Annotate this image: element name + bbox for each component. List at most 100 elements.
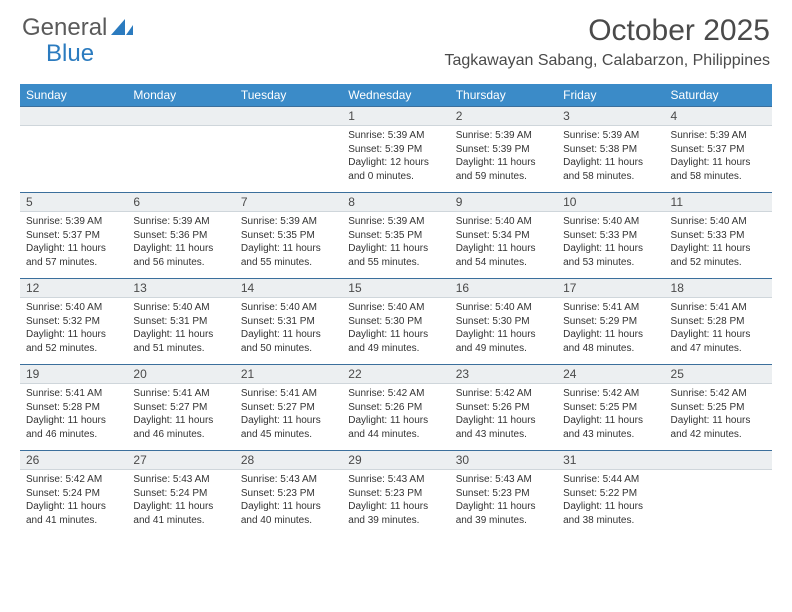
sunset-line: Sunset: 5:27 PM — [133, 401, 228, 415]
day-number: 18 — [665, 278, 772, 298]
calendar-cell: 9Sunrise: 5:40 AMSunset: 5:34 PMDaylight… — [450, 192, 557, 278]
sunrise-line: Sunrise: 5:39 AM — [26, 215, 121, 229]
day-body: Sunrise: 5:40 AMSunset: 5:30 PMDaylight:… — [450, 298, 557, 359]
day-body: Sunrise: 5:40 AMSunset: 5:33 PMDaylight:… — [557, 212, 664, 273]
day-number: 23 — [450, 364, 557, 384]
daylight-line-2: and 41 minutes. — [133, 514, 228, 528]
calendar-cell: 28Sunrise: 5:43 AMSunset: 5:23 PMDayligh… — [235, 450, 342, 536]
calendar-cell — [127, 106, 234, 192]
sunrise-line: Sunrise: 5:40 AM — [348, 301, 443, 315]
daylight-line-2: and 50 minutes. — [241, 342, 336, 356]
calendar-cell — [235, 106, 342, 192]
sunrise-line: Sunrise: 5:41 AM — [563, 301, 658, 315]
sunrise-line: Sunrise: 5:43 AM — [456, 473, 551, 487]
sunrise-line: Sunrise: 5:41 AM — [241, 387, 336, 401]
daylight-line-1: Daylight: 11 hours — [671, 414, 766, 428]
day-body: Sunrise: 5:39 AMSunset: 5:37 PMDaylight:… — [665, 126, 772, 187]
sunrise-line: Sunrise: 5:39 AM — [456, 129, 551, 143]
sunrise-line: Sunrise: 5:40 AM — [456, 215, 551, 229]
day-body: Sunrise: 5:40 AMSunset: 5:31 PMDaylight:… — [127, 298, 234, 359]
sunrise-line: Sunrise: 5:42 AM — [563, 387, 658, 401]
daylight-line-1: Daylight: 11 hours — [26, 414, 121, 428]
calendar-cell: 27Sunrise: 5:43 AMSunset: 5:24 PMDayligh… — [127, 450, 234, 536]
daylight-line-2: and 52 minutes. — [26, 342, 121, 356]
day-body: Sunrise: 5:42 AMSunset: 5:26 PMDaylight:… — [450, 384, 557, 445]
daylight-line-1: Daylight: 11 hours — [348, 242, 443, 256]
daylight-line-1: Daylight: 11 hours — [133, 414, 228, 428]
day-body: Sunrise: 5:43 AMSunset: 5:24 PMDaylight:… — [127, 470, 234, 531]
calendar-cell: 20Sunrise: 5:41 AMSunset: 5:27 PMDayligh… — [127, 364, 234, 450]
calendar-cell: 23Sunrise: 5:42 AMSunset: 5:26 PMDayligh… — [450, 364, 557, 450]
day-number — [235, 106, 342, 126]
sunrise-line: Sunrise: 5:39 AM — [133, 215, 228, 229]
sunset-line: Sunset: 5:28 PM — [671, 315, 766, 329]
day-number: 12 — [20, 278, 127, 298]
location-subtitle: Tagkawayan Sabang, Calabarzon, Philippin… — [444, 52, 770, 70]
calendar-row: 19Sunrise: 5:41 AMSunset: 5:28 PMDayligh… — [20, 364, 772, 450]
calendar-cell: 1Sunrise: 5:39 AMSunset: 5:39 PMDaylight… — [342, 106, 449, 192]
daylight-line-2: and 46 minutes. — [26, 428, 121, 442]
calendar-cell: 6Sunrise: 5:39 AMSunset: 5:36 PMDaylight… — [127, 192, 234, 278]
sunset-line: Sunset: 5:37 PM — [26, 229, 121, 243]
daylight-line-2: and 46 minutes. — [133, 428, 228, 442]
daylight-line-1: Daylight: 11 hours — [133, 500, 228, 514]
day-number: 27 — [127, 450, 234, 470]
day-body: Sunrise: 5:41 AMSunset: 5:28 PMDaylight:… — [665, 298, 772, 359]
day-number: 22 — [342, 364, 449, 384]
sunset-line: Sunset: 5:26 PM — [456, 401, 551, 415]
day-number: 16 — [450, 278, 557, 298]
daylight-line-1: Daylight: 11 hours — [456, 156, 551, 170]
day-body: Sunrise: 5:39 AMSunset: 5:35 PMDaylight:… — [342, 212, 449, 273]
sunrise-line: Sunrise: 5:42 AM — [456, 387, 551, 401]
weekday-header: Saturday — [665, 84, 772, 106]
daylight-line-1: Daylight: 11 hours — [563, 156, 658, 170]
daylight-line-2: and 41 minutes. — [26, 514, 121, 528]
page-title: October 2025 — [444, 14, 770, 48]
daylight-line-1: Daylight: 11 hours — [671, 156, 766, 170]
daylight-line-2: and 51 minutes. — [133, 342, 228, 356]
sunset-line: Sunset: 5:39 PM — [456, 143, 551, 157]
weekday-header: Tuesday — [235, 84, 342, 106]
day-number: 20 — [127, 364, 234, 384]
day-number: 21 — [235, 364, 342, 384]
sunset-line: Sunset: 5:24 PM — [26, 487, 121, 501]
day-number — [665, 450, 772, 470]
daylight-line-2: and 42 minutes. — [671, 428, 766, 442]
day-number: 8 — [342, 192, 449, 212]
daylight-line-2: and 56 minutes. — [133, 256, 228, 270]
logo-text-blue: Blue — [46, 40, 94, 68]
sunset-line: Sunset: 5:33 PM — [563, 229, 658, 243]
calendar-cell: 3Sunrise: 5:39 AMSunset: 5:38 PMDaylight… — [557, 106, 664, 192]
calendar-cell: 25Sunrise: 5:42 AMSunset: 5:25 PMDayligh… — [665, 364, 772, 450]
sunset-line: Sunset: 5:35 PM — [241, 229, 336, 243]
day-number: 14 — [235, 278, 342, 298]
calendar-cell: 22Sunrise: 5:42 AMSunset: 5:26 PMDayligh… — [342, 364, 449, 450]
daylight-line-1: Daylight: 11 hours — [26, 242, 121, 256]
day-number: 7 — [235, 192, 342, 212]
weekday-header: Sunday — [20, 84, 127, 106]
sunrise-line: Sunrise: 5:43 AM — [133, 473, 228, 487]
day-body: Sunrise: 5:44 AMSunset: 5:22 PMDaylight:… — [557, 470, 664, 531]
calendar-cell: 19Sunrise: 5:41 AMSunset: 5:28 PMDayligh… — [20, 364, 127, 450]
sunset-line: Sunset: 5:29 PM — [563, 315, 658, 329]
daylight-line-2: and 49 minutes. — [456, 342, 551, 356]
daylight-line-1: Daylight: 11 hours — [456, 328, 551, 342]
logo-text-general: General — [22, 14, 107, 42]
day-number: 9 — [450, 192, 557, 212]
sunrise-line: Sunrise: 5:42 AM — [671, 387, 766, 401]
daylight-line-1: Daylight: 11 hours — [241, 414, 336, 428]
daylight-line-2: and 38 minutes. — [563, 514, 658, 528]
sunset-line: Sunset: 5:39 PM — [348, 143, 443, 157]
day-number: 13 — [127, 278, 234, 298]
day-body: Sunrise: 5:42 AMSunset: 5:25 PMDaylight:… — [665, 384, 772, 445]
calendar-row: 12Sunrise: 5:40 AMSunset: 5:32 PMDayligh… — [20, 278, 772, 364]
daylight-line-2: and 48 minutes. — [563, 342, 658, 356]
daylight-line-1: Daylight: 11 hours — [456, 242, 551, 256]
calendar-cell: 29Sunrise: 5:43 AMSunset: 5:23 PMDayligh… — [342, 450, 449, 536]
daylight-line-1: Daylight: 11 hours — [671, 242, 766, 256]
day-number: 11 — [665, 192, 772, 212]
daylight-line-2: and 43 minutes. — [456, 428, 551, 442]
sunrise-line: Sunrise: 5:41 AM — [671, 301, 766, 315]
calendar-cell: 10Sunrise: 5:40 AMSunset: 5:33 PMDayligh… — [557, 192, 664, 278]
day-body: Sunrise: 5:41 AMSunset: 5:27 PMDaylight:… — [127, 384, 234, 445]
